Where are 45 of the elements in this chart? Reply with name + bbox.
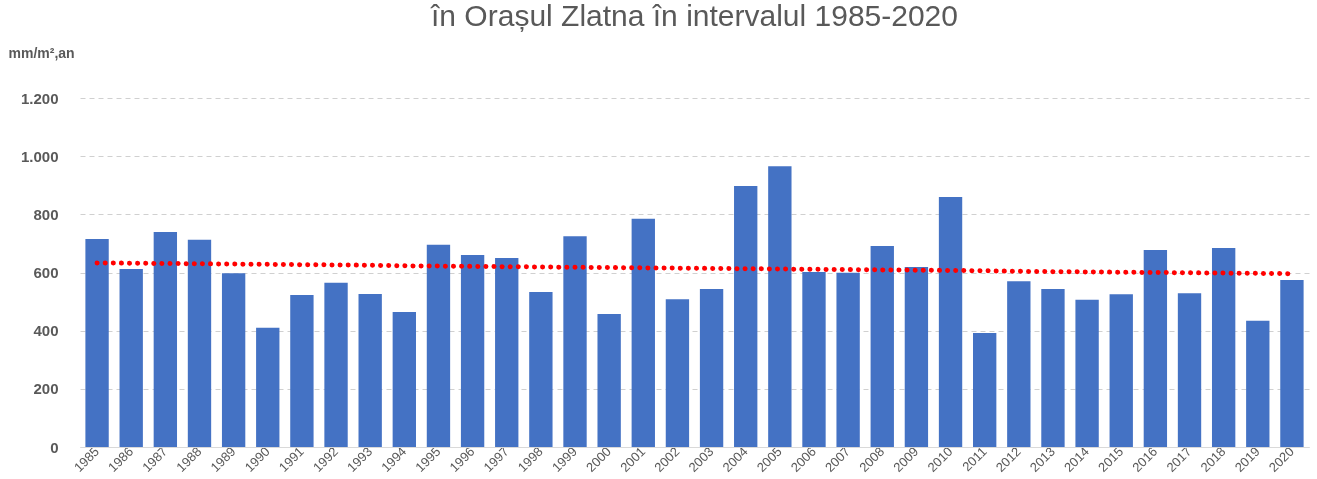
- bar: [290, 294, 314, 447]
- y-tick-label: 800: [33, 205, 59, 223]
- bar: [392, 312, 416, 447]
- bar: [938, 196, 963, 447]
- y-tick-label: 200: [33, 380, 59, 398]
- bar: [1246, 320, 1270, 447]
- bar: [460, 255, 485, 447]
- y-axis-title: mm/m²,an: [8, 44, 75, 61]
- y-tick-label: 1.000: [20, 147, 59, 165]
- bar: [563, 236, 587, 447]
- bar: [529, 291, 553, 447]
- bar: [221, 273, 246, 447]
- chart-title: în Orașul Zlatna în intervalul 1985-2020: [430, 0, 958, 32]
- bar: [597, 314, 621, 447]
- bar: [1007, 281, 1031, 447]
- bar: [1143, 250, 1168, 447]
- bar: [1280, 280, 1304, 447]
- bar: [358, 294, 382, 447]
- bar: [734, 186, 758, 447]
- bar: [1177, 293, 1202, 447]
- bar: [256, 327, 280, 447]
- bar: [973, 332, 997, 447]
- bar: [1041, 289, 1065, 447]
- bar: [495, 257, 519, 447]
- bar: [768, 166, 792, 447]
- y-tick-label: 400: [33, 322, 59, 340]
- bar: [904, 266, 929, 447]
- bar: [870, 246, 894, 447]
- bar: [665, 299, 690, 447]
- bar: [1075, 299, 1099, 447]
- bar: [119, 269, 143, 447]
- bar: [153, 232, 178, 447]
- bar: [699, 289, 724, 447]
- bar: [85, 239, 109, 447]
- bar: [836, 272, 860, 447]
- y-tick-label: 600: [33, 264, 59, 281]
- y-tick-label: 1.200: [20, 89, 59, 107]
- y-tick-label: 0: [50, 438, 59, 456]
- bar: [631, 218, 655, 447]
- bar: [1211, 248, 1236, 447]
- bar: [802, 271, 826, 447]
- bar: [324, 282, 348, 447]
- bar: [1109, 294, 1133, 447]
- bar: [426, 244, 451, 447]
- bar: [187, 239, 212, 447]
